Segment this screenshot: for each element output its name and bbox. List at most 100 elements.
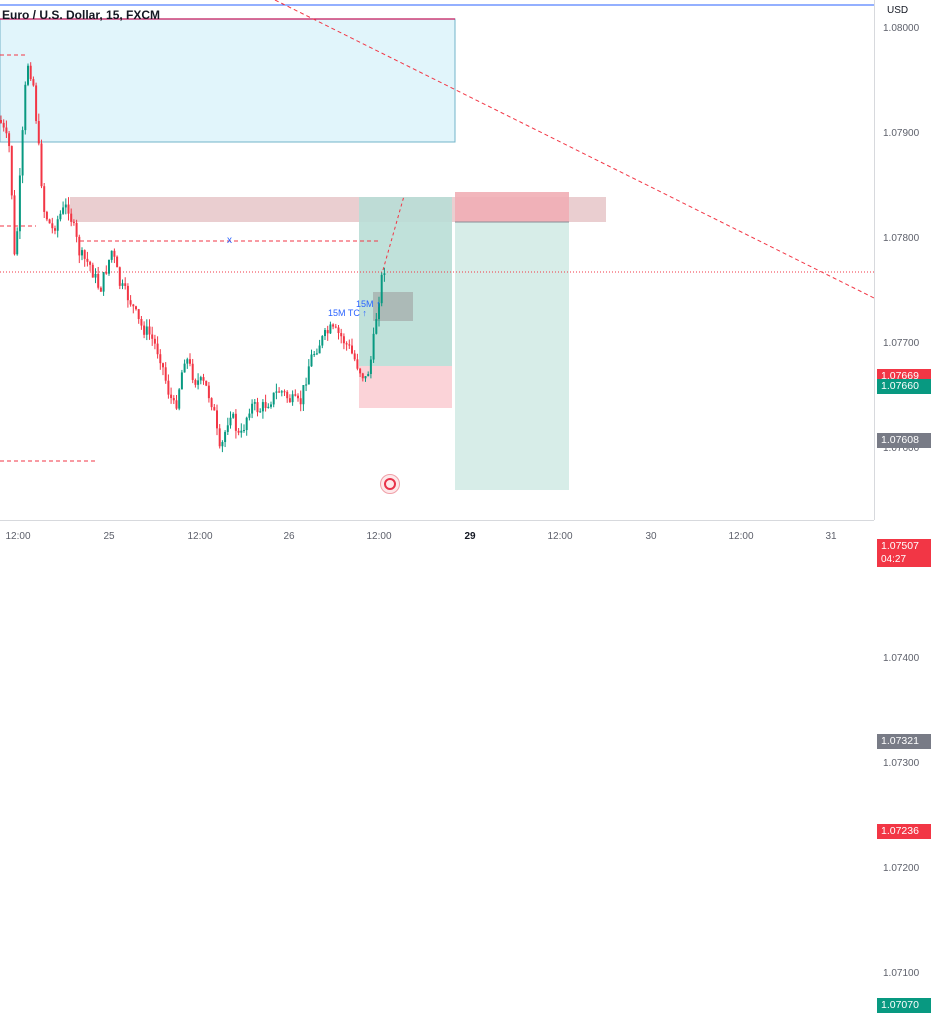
candle-body <box>288 398 291 403</box>
candle-body <box>297 395 299 399</box>
candle-body <box>186 359 189 364</box>
candle-body <box>369 359 372 374</box>
candle-body <box>70 213 73 222</box>
candle-body <box>27 65 29 85</box>
candle-body <box>313 353 316 355</box>
candle-body <box>0 120 2 123</box>
stop-zone-1[interactable] <box>359 366 452 408</box>
candle-body <box>272 392 275 405</box>
candle-body <box>291 394 294 403</box>
stop-zone-2[interactable] <box>455 192 569 222</box>
supply-zone-blue[interactable] <box>0 18 456 143</box>
candle-body <box>37 121 40 144</box>
candle-body <box>240 430 243 433</box>
candle-body <box>94 273 97 278</box>
candle-body <box>342 336 345 344</box>
time-tick: 12:00 <box>366 531 392 542</box>
candle-body <box>59 213 62 220</box>
candle-body <box>75 222 78 237</box>
candle-body <box>175 400 178 409</box>
time-tick: 26 <box>283 531 295 542</box>
candle-body <box>29 65 32 80</box>
candle-body <box>359 368 362 374</box>
candle-body <box>351 345 353 354</box>
candle-body <box>294 394 297 396</box>
candle-body <box>172 398 175 401</box>
candle-body <box>178 389 181 409</box>
us-flag-circle-icon[interactable] <box>380 474 400 494</box>
candle-body <box>81 250 83 256</box>
candle-body <box>110 250 113 260</box>
price-chart[interactable] <box>0 0 874 520</box>
candle-body <box>261 402 264 412</box>
candle-body <box>83 250 86 259</box>
price-tick: 1.07800 <box>883 233 920 244</box>
target-zone-2[interactable] <box>455 222 569 490</box>
candle-body <box>372 333 375 360</box>
symbol-title[interactable]: Euro / U.S. Dollar, 15, FXCM <box>2 8 161 22</box>
candle-body <box>380 274 383 304</box>
candle-body <box>132 304 135 307</box>
candle-body <box>108 259 110 274</box>
price-tag: 1.07507 04:27 <box>877 539 931 568</box>
projection-line <box>382 195 405 271</box>
candle-body <box>318 345 321 354</box>
price-tag: 1.07660 <box>877 378 931 394</box>
candlestick-series <box>0 62 386 453</box>
candle-body <box>124 283 127 286</box>
candle-body <box>364 376 367 379</box>
candle-body <box>121 283 124 286</box>
candle-body <box>62 207 65 214</box>
candle-body <box>153 338 156 344</box>
candle-body <box>348 344 351 346</box>
candle-body <box>218 428 221 447</box>
candle-body <box>105 272 108 274</box>
label-15m: 15M ↑ <box>356 299 381 309</box>
candle-body <box>375 319 378 334</box>
candle-body <box>145 326 148 335</box>
candle-body <box>5 127 8 134</box>
currency-label: USD <box>887 5 909 16</box>
candle-body <box>378 303 380 320</box>
candle-body <box>278 391 281 393</box>
candle-body <box>86 258 89 262</box>
candle-body <box>35 85 38 122</box>
time-tick: 30 <box>645 531 657 542</box>
candle-body <box>259 411 262 413</box>
candle-body <box>243 430 245 432</box>
candle-body <box>334 326 337 328</box>
candle-body <box>229 417 232 426</box>
candle-body <box>305 384 308 386</box>
price-tick: 1.07200 <box>883 863 920 874</box>
price-tag: 1.07236 <box>877 823 931 839</box>
candle-body <box>234 413 237 431</box>
candle-body <box>329 324 332 334</box>
candle-body <box>337 327 340 334</box>
candle-body <box>170 394 173 399</box>
candle-body <box>162 363 164 368</box>
candle-body <box>251 403 254 414</box>
candle-body <box>67 204 70 214</box>
candle-body <box>286 391 289 399</box>
candle-body <box>48 219 51 224</box>
candle-body <box>64 204 67 208</box>
candle-body <box>356 359 359 369</box>
candle-body <box>275 391 278 393</box>
candle-body <box>45 211 48 220</box>
candle-body <box>302 385 305 405</box>
time-axis[interactable]: 12:00 25 12:00 26 12:00 29 12:00 30 12:00 31 <box>0 520 874 551</box>
chart-area[interactable]: Euro / U.S. Dollar, 15, FXCM x 15M TC ↑ … <box>0 0 874 520</box>
candle-body <box>315 353 318 355</box>
candle-body <box>345 343 348 345</box>
candle-body <box>2 122 5 128</box>
candle-body <box>113 250 116 257</box>
countdown-timer: 04:27 <box>881 554 907 566</box>
candle-body <box>159 354 162 364</box>
candle-body <box>24 84 27 131</box>
candle-body <box>326 330 329 334</box>
candle-body <box>237 430 240 433</box>
price-axis[interactable]: USD 1.08000 1.07900 1.07800 1.07700 1.07600 1… <box>874 0 932 1013</box>
price-tick: 1.07300 <box>883 758 920 769</box>
candle-body <box>353 353 356 360</box>
candle-body <box>18 175 21 232</box>
